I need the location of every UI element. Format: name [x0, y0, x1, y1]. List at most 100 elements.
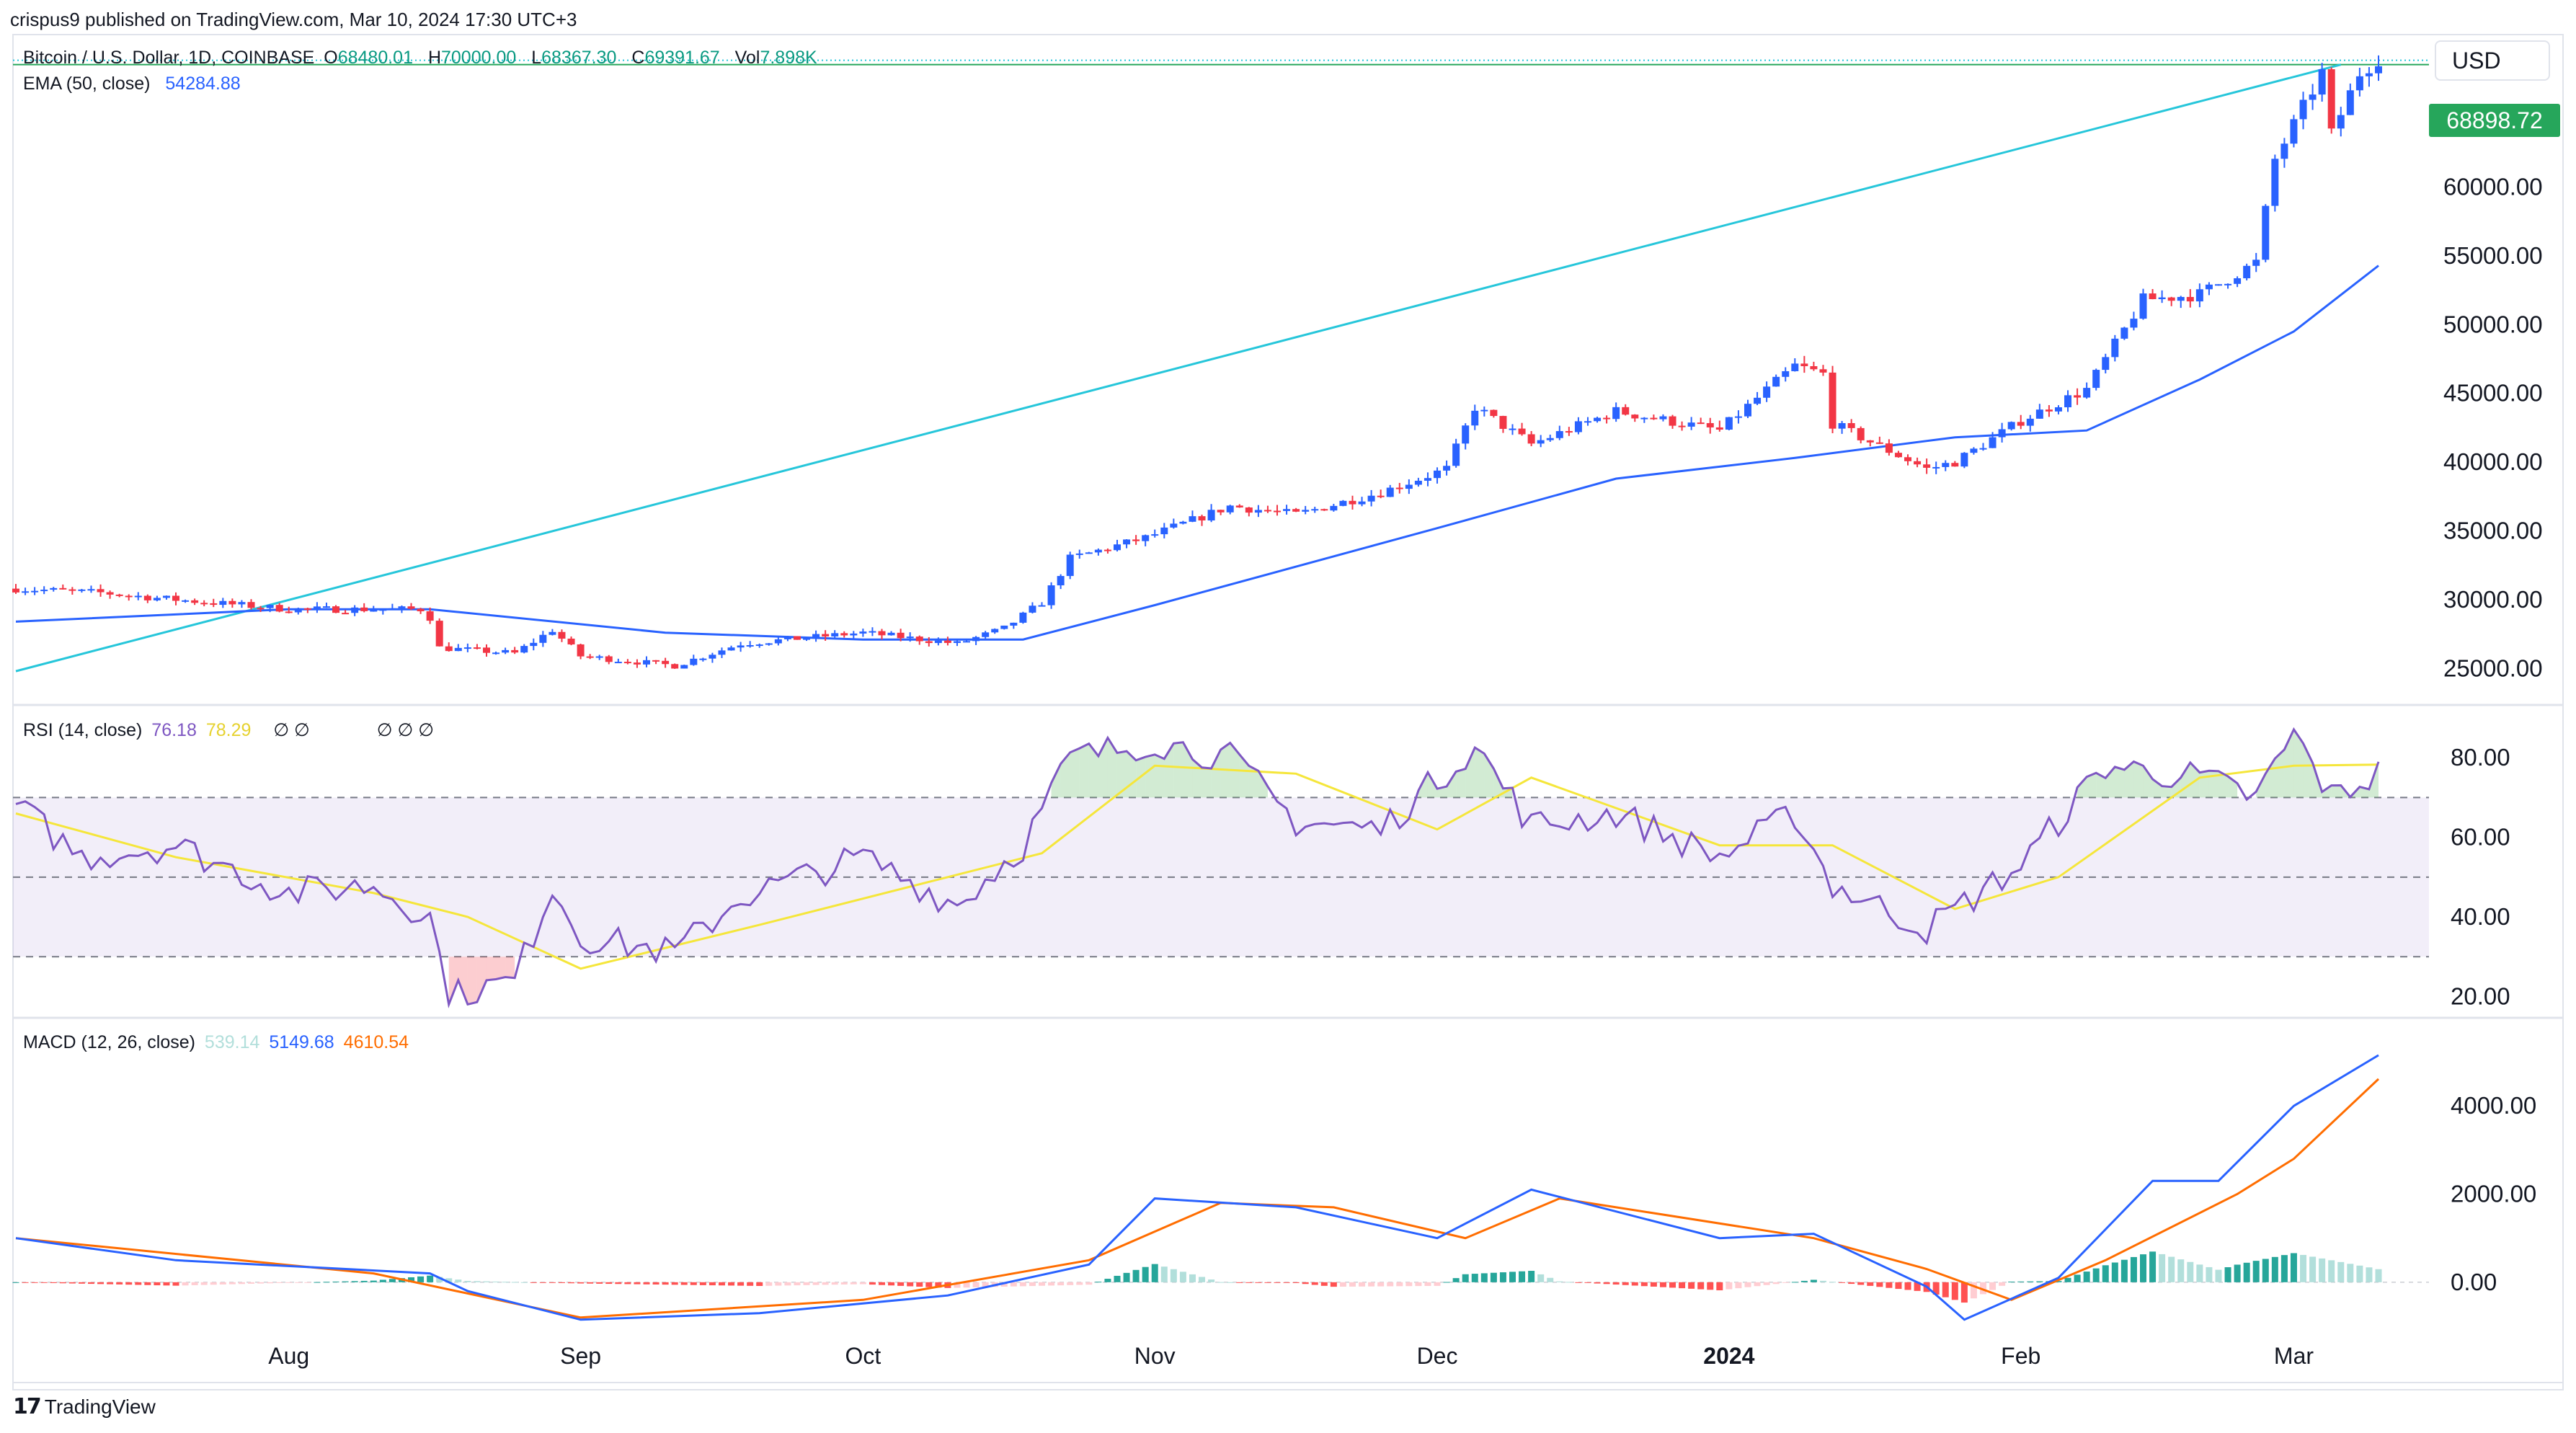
- macd-histogram-bar: [12, 1282, 19, 1283]
- candle-up: [1932, 466, 1940, 469]
- symbol-title: Bitcoin / U.S. Dollar, 1D, COINBASE: [23, 48, 315, 68]
- candle-up: [1989, 437, 1997, 448]
- rsi-overbought-fill: [2133, 761, 2144, 798]
- macd-histogram-bar: [587, 1282, 594, 1284]
- candle-up: [294, 608, 302, 613]
- macd-histogram-bar: [775, 1282, 782, 1286]
- candle-up: [1029, 605, 1036, 613]
- macd-histogram-bar: [2036, 1281, 2043, 1282]
- macd-histogram-bar: [1151, 1264, 1158, 1282]
- candle-up: [2158, 297, 2166, 300]
- macd-histogram-bar: [1594, 1282, 1601, 1284]
- candle-down: [1198, 516, 1206, 520]
- macd-histogram-bar: [285, 1282, 293, 1283]
- candle-up: [182, 600, 190, 602]
- candle-up: [1019, 612, 1027, 623]
- macd-histogram-bar: [116, 1282, 123, 1285]
- macd-histogram-bar: [1669, 1282, 1676, 1288]
- chart-frame: [12, 34, 2564, 1390]
- macd-histogram-bar: [1471, 1274, 1478, 1282]
- candle-up: [972, 636, 980, 642]
- rsi-overbought-fill: [2322, 785, 2332, 798]
- candle-down: [1669, 416, 1676, 426]
- macd-histogram-bar: [2120, 1259, 2128, 1282]
- macd-histogram-bar: [1914, 1282, 1921, 1291]
- macd-histogram-bar: [172, 1282, 179, 1286]
- candle-up: [887, 632, 895, 636]
- macd-histogram-bar: [2319, 1258, 2326, 1282]
- candle-up: [2355, 76, 2363, 91]
- candle-down: [511, 649, 519, 653]
- macd-histogram-bar: [1612, 1282, 1620, 1285]
- macd-histogram-bar: [699, 1282, 706, 1285]
- candle-up: [502, 649, 510, 653]
- candle-down: [1217, 510, 1225, 513]
- candle-up: [1942, 463, 1950, 467]
- candle-up: [1480, 409, 1488, 412]
- macd-histogram-bar: [634, 1282, 641, 1285]
- candle-down: [1292, 509, 1300, 512]
- rsi-line: [15, 727, 2380, 1008]
- candle-up: [1754, 397, 1762, 404]
- candle-down: [68, 589, 76, 591]
- macd-histogram-bar: [615, 1282, 622, 1285]
- rsi-overbought-fill: [2152, 778, 2162, 798]
- candle-up: [1405, 484, 1413, 489]
- candle-down: [1603, 417, 1611, 420]
- rsi-overbought-fill: [1079, 743, 1089, 798]
- candle-up: [1123, 539, 1131, 545]
- candle-down: [586, 656, 594, 658]
- macd-histogram-bar: [840, 1282, 848, 1285]
- macd-histogram-bar: [474, 1281, 481, 1282]
- candle-up: [1443, 466, 1451, 471]
- low-value: 68367.30: [541, 48, 617, 68]
- macd-histogram-bar: [2271, 1256, 2278, 1282]
- candle-down: [1499, 416, 1507, 429]
- candle-down: [2167, 297, 2175, 301]
- candle-down: [1650, 417, 1658, 420]
- candle-down: [426, 611, 434, 621]
- macd-histogram-bar: [935, 1282, 942, 1288]
- macd-histogram-bar: [982, 1282, 989, 1287]
- macd-histogram-bar: [2215, 1269, 2222, 1282]
- vol-label: Vol: [734, 48, 760, 68]
- macd-histogram-bar: [1650, 1282, 1657, 1287]
- macd-histogram-bar: [1067, 1282, 1074, 1285]
- macd-histogram-bar: [135, 1282, 142, 1285]
- macd-histogram-bar: [2102, 1265, 2109, 1282]
- candle-up: [2346, 90, 2354, 115]
- candle-down: [360, 607, 368, 611]
- macd-histogram-bar: [1810, 1279, 1817, 1282]
- macd-histogram-bar: [850, 1282, 857, 1285]
- tradingview-logo[interactable]: 𝟭𝟳 TradingView: [13, 1394, 156, 1419]
- macd-histogram-bar: [1839, 1282, 1846, 1283]
- candle-down: [558, 631, 566, 639]
- currency-selector[interactable]: USD: [2435, 40, 2550, 81]
- candle-up: [520, 646, 528, 653]
- candle-up: [1574, 421, 1582, 432]
- macd-signal-value: 4610.54: [343, 1032, 409, 1052]
- time-axis-label: Aug: [268, 1343, 309, 1369]
- macd-histogram-bar: [859, 1282, 866, 1285]
- macd-histogram-bar: [219, 1282, 226, 1285]
- macd-histogram-bar: [747, 1282, 754, 1286]
- macd-histogram-bar: [464, 1281, 471, 1282]
- candle-down: [840, 633, 848, 636]
- candle-down: [623, 662, 631, 664]
- macd-histogram-bar: [605, 1282, 613, 1285]
- candle-down: [915, 636, 923, 642]
- rsi-overbought-fill: [2293, 729, 2304, 798]
- macd-histogram-bar: [1584, 1282, 1591, 1283]
- macd-histogram-bar: [436, 1277, 443, 1282]
- macd-histogram-bar: [916, 1282, 923, 1287]
- candle-down: [2149, 293, 2157, 300]
- candle-up: [934, 640, 942, 644]
- rsi-overbought-fill: [1239, 754, 1249, 798]
- price-axis-label: 55000.00: [2443, 242, 2543, 269]
- candle-up: [991, 629, 999, 633]
- candle-down: [2327, 69, 2335, 129]
- macd-histogram-bar: [803, 1282, 810, 1285]
- candle-down: [1622, 407, 1630, 415]
- candle-down: [1894, 453, 1902, 458]
